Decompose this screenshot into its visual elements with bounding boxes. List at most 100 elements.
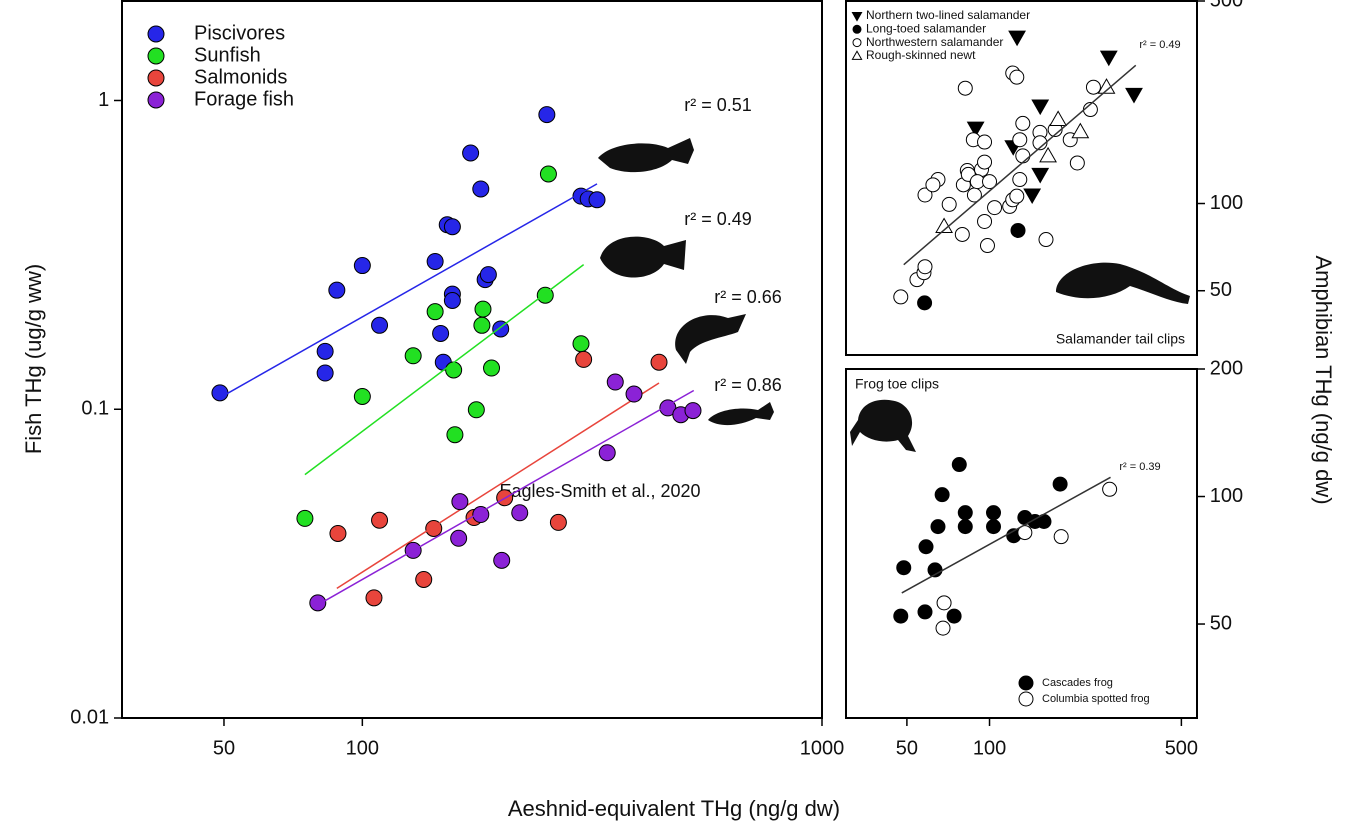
panel-title: Salamander tail clips bbox=[1056, 331, 1185, 347]
y-tick-label: 50 bbox=[1210, 612, 1232, 634]
point bbox=[472, 506, 490, 524]
fit-line bbox=[314, 389, 695, 607]
point bbox=[451, 493, 469, 511]
point bbox=[954, 226, 970, 242]
point bbox=[316, 342, 334, 360]
point bbox=[918, 539, 934, 555]
point bbox=[917, 295, 933, 311]
y-tick-label: 0.01 bbox=[70, 706, 109, 728]
plot-frame bbox=[121, 0, 823, 719]
y-tick-label: 0.1 bbox=[81, 398, 109, 420]
legend-marker bbox=[147, 47, 165, 65]
plot-frame bbox=[845, 368, 1198, 719]
point bbox=[316, 364, 334, 382]
y-tick-label: 500 bbox=[1210, 0, 1243, 11]
legend-marker bbox=[851, 50, 863, 60]
y-tick-label: 100 bbox=[1210, 485, 1243, 507]
x-tick-label: 50 bbox=[213, 737, 235, 759]
point bbox=[1009, 188, 1025, 204]
panel-title: Frog toe clips bbox=[855, 376, 939, 392]
point bbox=[309, 594, 327, 612]
point bbox=[966, 121, 985, 138]
legend-label: Rough-skinned newt bbox=[866, 48, 976, 62]
point bbox=[684, 402, 702, 420]
point bbox=[549, 513, 567, 531]
fit-line bbox=[901, 476, 1111, 594]
point bbox=[1032, 135, 1048, 151]
legend-marker bbox=[852, 38, 862, 48]
point bbox=[296, 509, 314, 527]
point bbox=[917, 187, 933, 203]
point bbox=[472, 180, 490, 198]
point bbox=[404, 347, 422, 365]
point bbox=[893, 289, 909, 305]
point bbox=[1125, 87, 1143, 104]
r-squared-label: r² = 0.51 bbox=[684, 95, 752, 115]
legend-label: Sunfish bbox=[194, 44, 261, 66]
point bbox=[1015, 148, 1031, 164]
point bbox=[365, 589, 383, 607]
point bbox=[511, 504, 529, 522]
point bbox=[462, 144, 480, 162]
point bbox=[572, 335, 590, 353]
point bbox=[483, 359, 501, 377]
point bbox=[538, 106, 556, 124]
point bbox=[1031, 167, 1050, 184]
point bbox=[443, 218, 461, 236]
point bbox=[493, 551, 511, 569]
plot-frame bbox=[845, 0, 1198, 356]
point bbox=[426, 252, 444, 270]
point bbox=[371, 316, 389, 334]
point bbox=[650, 353, 668, 371]
point bbox=[1099, 50, 1118, 67]
legend-label: Long-toed salamander bbox=[866, 21, 986, 35]
point bbox=[1012, 172, 1028, 188]
point bbox=[1039, 146, 1057, 163]
legend-marker bbox=[851, 12, 863, 22]
point bbox=[957, 519, 973, 535]
point bbox=[977, 134, 993, 150]
point bbox=[426, 303, 444, 321]
point bbox=[1010, 222, 1026, 238]
legend-marker bbox=[1018, 675, 1034, 691]
point bbox=[625, 385, 643, 403]
point bbox=[445, 361, 463, 379]
point bbox=[893, 608, 909, 624]
x-tick-label: 100 bbox=[346, 737, 379, 759]
point bbox=[432, 324, 450, 342]
point bbox=[371, 511, 389, 529]
point bbox=[329, 524, 347, 542]
point bbox=[415, 570, 433, 588]
point bbox=[1069, 155, 1085, 171]
point bbox=[467, 401, 485, 419]
legend-marker bbox=[147, 69, 165, 87]
point bbox=[917, 259, 933, 275]
point bbox=[979, 238, 995, 254]
y-axis-label: Amphibian THg (ng/g dw) bbox=[1311, 255, 1336, 504]
point bbox=[588, 191, 606, 209]
point bbox=[935, 217, 953, 234]
point bbox=[473, 316, 491, 334]
point bbox=[951, 457, 967, 473]
frog-icon bbox=[850, 399, 916, 452]
point bbox=[575, 350, 593, 368]
point bbox=[353, 257, 371, 275]
point bbox=[957, 80, 973, 96]
fish-icon bbox=[598, 138, 694, 173]
r-squared-label: r² = 0.49 bbox=[684, 209, 752, 229]
legend-label: Columbia spotted frog bbox=[1042, 693, 1150, 705]
y-tick-label: 200 bbox=[1210, 357, 1243, 379]
point bbox=[1015, 115, 1031, 131]
point bbox=[539, 165, 557, 183]
point bbox=[1049, 110, 1068, 127]
point bbox=[941, 196, 957, 212]
point bbox=[1102, 481, 1118, 497]
point bbox=[1038, 232, 1054, 248]
x-tick-label: 1000 bbox=[800, 737, 845, 759]
point bbox=[987, 200, 1003, 216]
y-tick-label: 100 bbox=[1210, 192, 1243, 214]
point bbox=[977, 154, 993, 170]
point bbox=[606, 373, 624, 391]
x-tick-label: 50 bbox=[896, 737, 918, 759]
